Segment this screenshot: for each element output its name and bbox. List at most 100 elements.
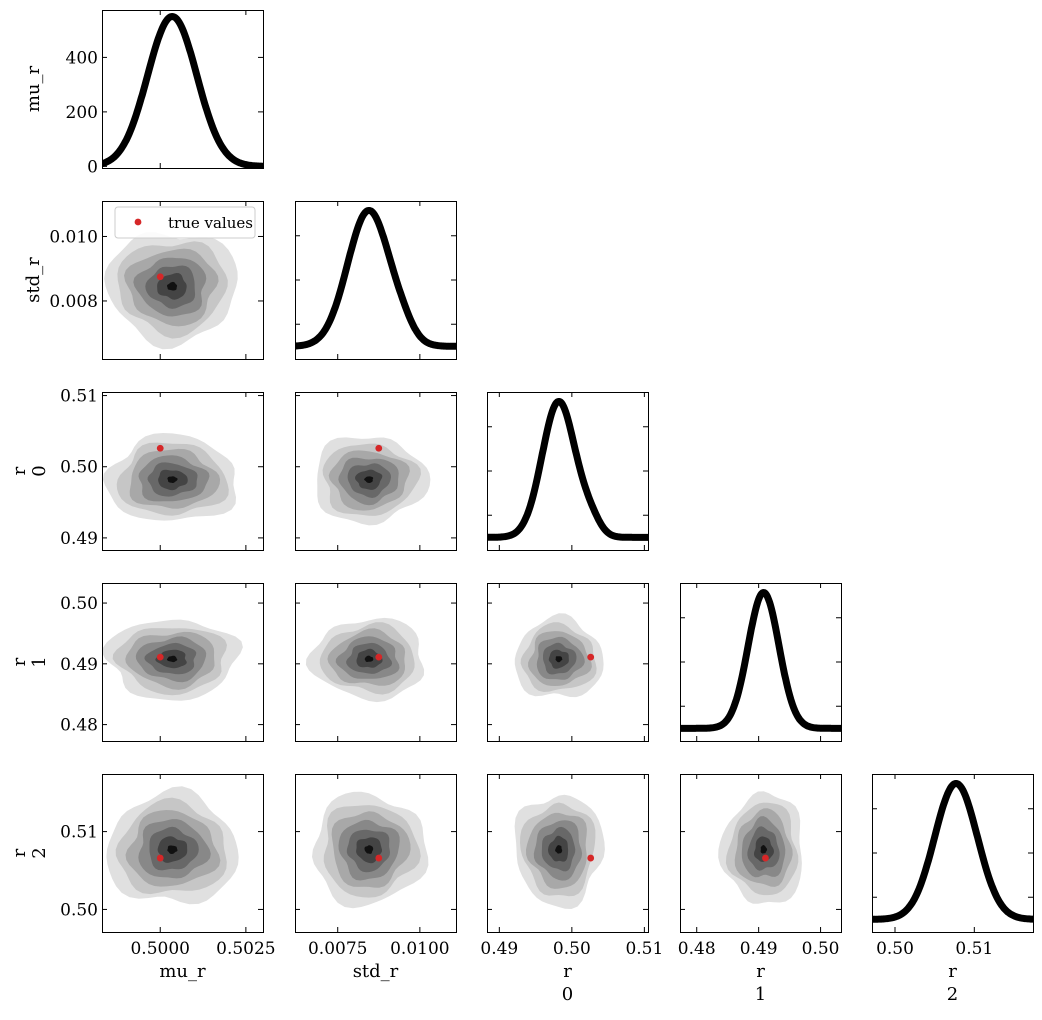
- panel-content: [312, 791, 429, 909]
- x-axis-label-r_1: r: [756, 961, 765, 982]
- x-tick-label: 0.51: [625, 939, 663, 959]
- y-tick-label: 0.010: [49, 227, 98, 247]
- x-axis-label-mu_r: mu_r: [159, 961, 206, 982]
- x-axis-label-r_0: r: [563, 961, 572, 982]
- x-tick-label: 0.50: [876, 939, 914, 959]
- density-contour-level-7: [555, 656, 563, 663]
- y-axis-label-r_1: 1: [29, 656, 50, 667]
- panel-r_0: [487, 392, 649, 551]
- y-tick-label: 0.50: [60, 458, 98, 478]
- x-axis-label-r_0: 0: [562, 984, 573, 1005]
- panel-content: [680, 589, 841, 732]
- x-tick-label: 0.48: [678, 939, 716, 959]
- density-contour-level-7: [167, 476, 178, 483]
- panel-r_0-vs-r_1: [487, 583, 649, 742]
- panel-content: [317, 437, 431, 526]
- x-tick-label: 0.49: [740, 939, 778, 959]
- panel-std_r-vs-r_0: [295, 392, 457, 551]
- density-contour-level-7: [364, 476, 374, 483]
- density-contour-level-7: [364, 845, 374, 854]
- panel-frame: [680, 583, 842, 742]
- x-tick-label: 0.5025: [216, 939, 275, 959]
- marginal-curve-r_2: [872, 780, 1033, 923]
- panel-content: [718, 791, 802, 904]
- y-tick-label: 0.51: [60, 823, 98, 843]
- y-tick-label: 0.51: [60, 387, 98, 407]
- x-tick-label: 0.0075: [308, 939, 367, 959]
- panel-frame: [295, 392, 457, 551]
- y-axis-label-r_1: r: [9, 657, 30, 666]
- y-tick-label: 0.50: [60, 900, 98, 920]
- x-tick-label: 0.49: [480, 939, 518, 959]
- panel-content: [872, 780, 1033, 923]
- x-tick-label: 0.50: [553, 939, 591, 959]
- panel-content: [514, 794, 605, 909]
- panel-r_0-vs-r_2: 0.49 0.50 0.51: [480, 774, 663, 959]
- panel-content: [295, 207, 456, 350]
- y-tick-label: 200: [66, 103, 98, 123]
- marginal-curve-mu_r: [102, 13, 263, 168]
- y-axis-label-mu_r: mu_r: [23, 65, 44, 112]
- marginal-curve-std_r: [295, 207, 456, 350]
- y-tick-label: 0.008: [49, 292, 98, 312]
- y-tick-label: 0: [87, 157, 98, 177]
- y-axis-label-r_0: r: [9, 466, 30, 475]
- panel-mu_r-vs-r_1: 0.48 0.49 0.50: [60, 583, 264, 742]
- y-tick-label: 0.50: [60, 594, 98, 614]
- panel-mu_r-vs-r_0: 0.49 0.50 0.51: [60, 387, 264, 551]
- y-tick-label: 0.49: [60, 529, 98, 549]
- panel-frame: [295, 583, 457, 742]
- density-contour-level-7: [167, 845, 178, 854]
- panel-content: [487, 398, 648, 541]
- panel-content: [106, 786, 239, 905]
- y-axis-label-r_0: 0: [29, 465, 50, 476]
- panel-frame: [102, 201, 264, 360]
- y-axis-label-std_r: std_r: [23, 257, 44, 303]
- panel-frame: [487, 774, 649, 933]
- y-tick-label: 0.48: [60, 716, 98, 736]
- panel-r_2: 0.50 0.51: [872, 774, 1034, 959]
- panel-r_1: [680, 583, 842, 742]
- panel-mu_r-vs-r_2: 0.50 0.51 0.5000 0.5025: [60, 774, 276, 959]
- true-value-marker: [156, 854, 164, 862]
- true-value-marker: [375, 854, 383, 862]
- density-contour-level-7: [167, 281, 178, 291]
- panel-frame: [102, 392, 264, 551]
- legend-box: [114, 206, 256, 239]
- x-tick-label: 0.5000: [130, 939, 189, 959]
- panel-content: [102, 13, 263, 168]
- true-value-marker: [375, 444, 383, 452]
- x-tick-label: 0.50: [802, 939, 840, 959]
- true-value-marker: [587, 854, 595, 862]
- panel-content: [103, 433, 236, 521]
- density-contour-level-7: [760, 845, 768, 854]
- panel-mu_r-vs-std_r: 0.008 0.010: [49, 201, 264, 360]
- marginal-curve-r_1: [680, 589, 841, 732]
- x-axis-label-r_1: 1: [755, 984, 766, 1005]
- true-value-marker: [587, 653, 595, 661]
- panel-content: [514, 613, 604, 698]
- true-value-marker: [375, 653, 383, 661]
- panel-content: [305, 617, 425, 703]
- density-contour-level-7: [364, 655, 374, 662]
- panel-std_r: [295, 201, 457, 360]
- panel-frame: [295, 774, 457, 933]
- true-value-marker: [156, 273, 164, 281]
- panel-content: [104, 232, 238, 350]
- panel-frame: [680, 774, 842, 933]
- panel-r_1-vs-r_2: 0.48 0.49 0.50: [678, 774, 842, 959]
- true-value-marker: [156, 653, 164, 661]
- x-axis-label-std_r: std_r: [353, 961, 399, 982]
- y-axis-label-r_2: 2: [29, 847, 50, 858]
- legend: true values: [114, 206, 256, 239]
- true-value-marker: [762, 854, 769, 862]
- density-contour-level-7: [166, 655, 178, 663]
- panel-frame: [102, 10, 264, 169]
- legend-marker: [134, 218, 142, 226]
- x-axis-label-r_2: 2: [947, 984, 958, 1005]
- panel-std_r-vs-r_1: [295, 583, 457, 742]
- marginal-curve-r_0: [487, 398, 648, 541]
- legend-label: true values: [168, 214, 253, 232]
